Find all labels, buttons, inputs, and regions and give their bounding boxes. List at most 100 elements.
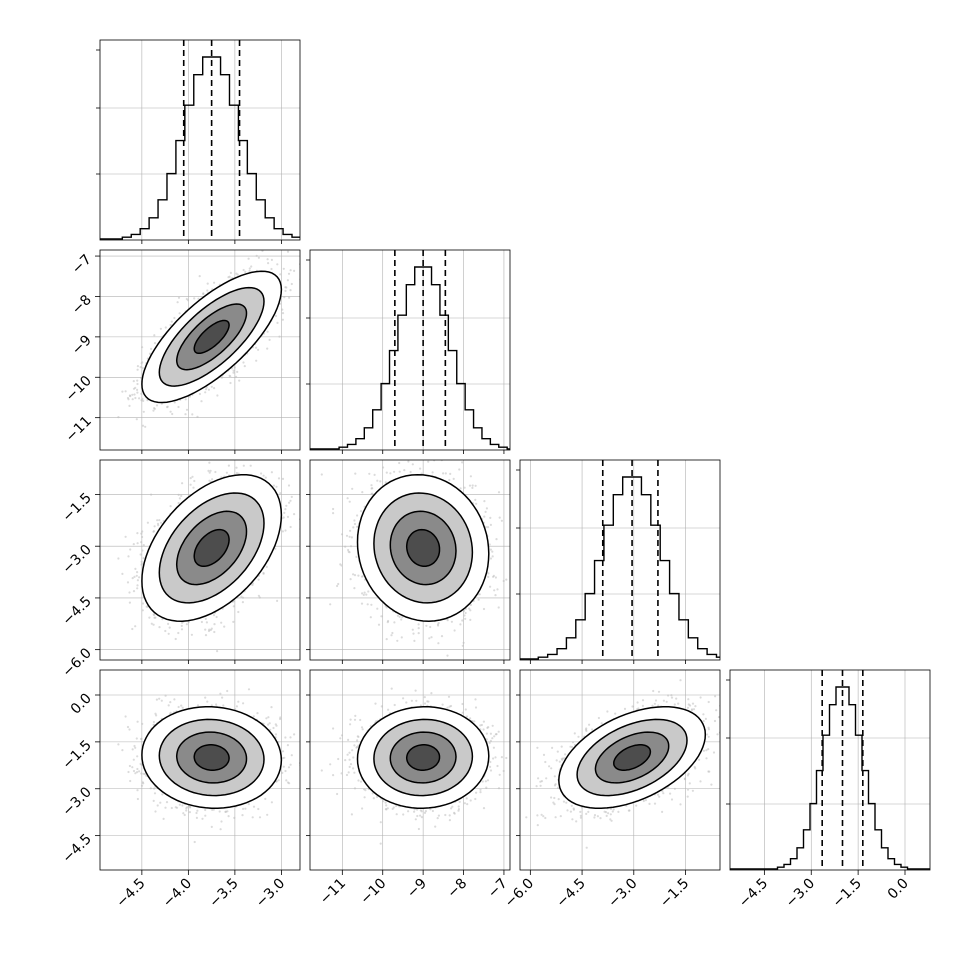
sample-point (167, 622, 170, 626)
sample-point (204, 391, 207, 394)
sample-point (474, 498, 477, 501)
sample-point (184, 413, 187, 416)
sample-point (136, 379, 139, 382)
sample-point (156, 522, 160, 525)
sample-point (141, 530, 144, 533)
panel-frame (99, 459, 301, 661)
sample-point (279, 273, 282, 276)
sample-point (141, 609, 144, 612)
sample-point (289, 289, 292, 292)
sample-point (229, 271, 232, 274)
sample-point (177, 493, 180, 496)
sample-point (282, 267, 285, 270)
sample-point (497, 606, 500, 609)
sample-point (215, 615, 218, 619)
sample-point (275, 485, 278, 488)
sample-point (285, 286, 288, 289)
sample-point (132, 543, 135, 546)
sample-point (225, 471, 228, 474)
scatter-panel-0-1 (99, 249, 304, 451)
sample-point (198, 275, 201, 278)
sample-point (339, 563, 342, 566)
sample-point (450, 620, 453, 623)
sample-point (131, 577, 134, 580)
sample-point (277, 477, 281, 480)
panel-frame (309, 249, 511, 451)
sample-point (236, 370, 239, 373)
sample-point (403, 469, 406, 472)
sample-point (353, 519, 356, 522)
sample-point (469, 475, 472, 478)
sample-point (153, 407, 156, 410)
sample-point (251, 583, 254, 587)
sample-point (400, 636, 403, 639)
sample-point (242, 268, 245, 272)
sample-point (407, 460, 410, 463)
sample-point (302, 268, 304, 270)
sample-point (150, 622, 153, 625)
sample-point (229, 457, 231, 459)
sample-point (173, 401, 176, 404)
sample-point (187, 620, 190, 624)
sample-point (417, 623, 420, 626)
sample-point (131, 393, 134, 396)
sample-point (250, 265, 253, 268)
sample-point (177, 405, 180, 409)
sample-point (128, 394, 131, 397)
y-tick-label: −1.5 (59, 490, 94, 525)
sample-point (140, 562, 144, 566)
sample-point (496, 588, 499, 591)
sample-point (398, 470, 401, 473)
sample-point (260, 472, 263, 475)
sample-point (255, 254, 258, 257)
sample-point (286, 515, 290, 519)
sample-point (140, 399, 143, 402)
sample-point (345, 534, 349, 537)
sample-point (365, 593, 368, 596)
sample-point (173, 316, 176, 320)
sample-point (284, 289, 287, 292)
sample-point (212, 614, 216, 617)
sample-point (134, 386, 137, 389)
sample-point (168, 626, 171, 629)
sample-point (233, 366, 236, 369)
sample-point (128, 601, 131, 604)
sample-point (284, 529, 287, 532)
sample-point (235, 471, 238, 475)
sample-point (140, 532, 143, 535)
sample-point (270, 258, 273, 261)
sample-point (413, 639, 416, 643)
sample-point (169, 410, 172, 413)
sample-point (290, 495, 293, 498)
sample-point (150, 347, 153, 350)
sample-point (248, 269, 251, 272)
sample-point (174, 637, 177, 641)
sample-point (244, 270, 247, 273)
sample-point (262, 474, 265, 477)
y-tick-label: −6.0 (59, 645, 94, 680)
sample-point (117, 557, 120, 560)
sample-point (136, 368, 139, 371)
sample-point (243, 365, 246, 368)
sample-point (180, 628, 184, 631)
sample-point (190, 633, 193, 636)
sample-point (270, 471, 273, 474)
sample-point (232, 369, 235, 372)
sample-point (141, 602, 145, 605)
sample-point (469, 618, 472, 622)
sample-point (141, 549, 144, 552)
sample-point (205, 621, 208, 624)
sample-point (164, 629, 167, 633)
sample-point (202, 292, 205, 295)
sample-point (146, 521, 149, 524)
sample-point (166, 406, 169, 409)
sample-point (152, 530, 155, 533)
sample-point (361, 592, 364, 595)
sample-point (185, 623, 188, 626)
sample-point (136, 584, 139, 587)
sample-point (391, 631, 394, 635)
sample-point (204, 634, 208, 637)
sample-point (458, 468, 461, 471)
sample-point (286, 250, 290, 253)
sample-point (141, 346, 144, 349)
